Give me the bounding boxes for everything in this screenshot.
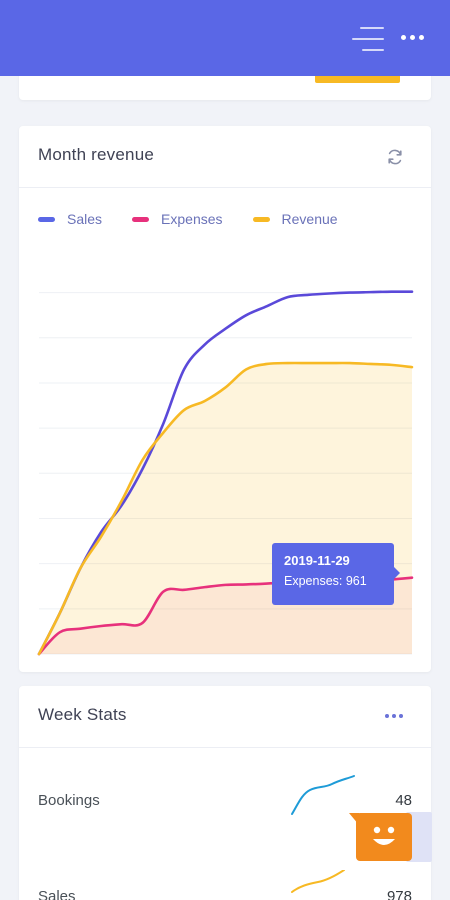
month-revenue-card: Month revenue Sales Expenses Revenue 201… [19,126,431,672]
legend-label-revenue: Revenue [281,211,338,227]
legend-label-expenses: Expenses [161,211,223,227]
legend-label-sales: Sales [67,211,103,227]
legend-item-revenue[interactable]: Revenue [252,211,338,227]
month-revenue-chart[interactable] [19,252,431,672]
top-app-bar [0,0,450,76]
week-stats-card: Week Stats Bookings 48 Sales 978 [19,686,431,900]
tooltip-date: 2019-11-29 [284,553,350,568]
chart-tooltip: 2019-11-29 Expenses: 961 [272,543,400,605]
chart-legend: Sales Expenses Revenue [38,209,368,229]
refresh-icon[interactable] [385,147,405,167]
legend-item-expenses[interactable]: Expenses [132,211,223,227]
chat-widget-tail [349,813,359,825]
card-title: Month revenue [38,145,155,164]
series-line-sales[interactable] [37,290,414,656]
stat-row-sales: Sales 978 [38,870,412,900]
stat-row-bookings: Bookings 48 [38,775,412,822]
card-header: Week Stats [19,686,431,748]
sparkline-bookings [291,775,355,815]
smiley-face-icon [373,826,395,845]
series-line-revenue[interactable] [37,361,414,656]
card-header: Month revenue [19,126,431,188]
stat-value: 978 [386,888,412,900]
legend-swatch-sales [38,216,55,222]
card-title: Week Stats [38,705,127,724]
legend-swatch-expenses [132,216,150,222]
area-fill-revenue [39,362,412,654]
chat-widget-button[interactable] [356,813,412,861]
stat-label: Sales [38,888,76,900]
more-dots-icon[interactable] [383,708,405,724]
legend-swatch-revenue [252,216,270,222]
sparkline-sales [291,870,345,893]
more-dots-icon[interactable] [400,30,426,46]
hamburger-menu-icon[interactable] [346,25,386,53]
stat-value: 48 [395,792,412,809]
legend-item-sales[interactable]: Sales [38,211,102,227]
stat-label: Bookings [38,792,100,809]
tooltip-value: Expenses: 961 [284,574,367,588]
